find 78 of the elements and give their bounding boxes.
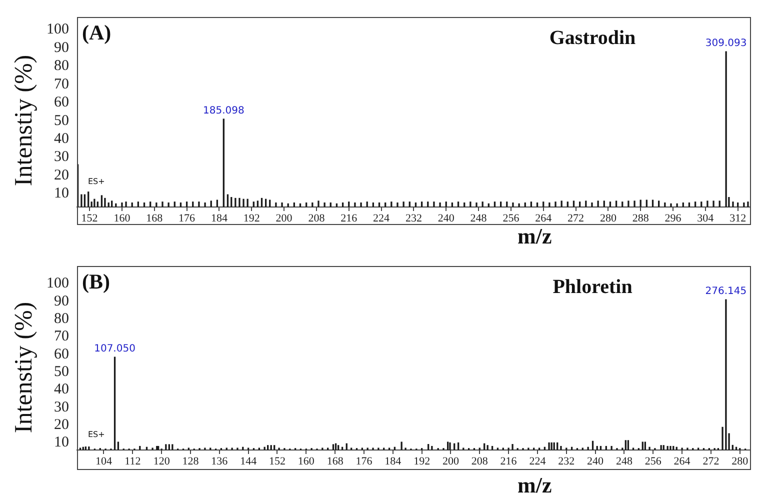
x-tick-label: 248 <box>470 212 488 224</box>
annotation: 185.098 <box>202 106 244 117</box>
y-tick-label: 70 <box>54 328 69 345</box>
x-tick-label: 240 <box>587 455 604 468</box>
y-tick-label: 40 <box>54 130 69 147</box>
y-tick-label: 100 <box>46 22 69 38</box>
y-tick-label: 20 <box>54 417 69 434</box>
x-tick-label: 168 <box>146 212 164 224</box>
x-tick-label: 104 <box>95 455 112 468</box>
x-tick-label: 304 <box>697 212 714 224</box>
x-tick-label: 208 <box>471 455 488 468</box>
y-tick-label: 30 <box>54 149 69 166</box>
x-tick-label: 264 <box>674 455 691 468</box>
annotation: 309.093 <box>705 38 747 50</box>
x-tick-label: 128 <box>182 455 200 468</box>
x-tick-label: 184 <box>384 455 402 468</box>
x-tick-label: 160 <box>298 455 315 468</box>
x-tick-label: 216 <box>340 212 358 224</box>
y-tick-label: 60 <box>54 94 69 111</box>
y-tick-label: 20 <box>54 167 69 184</box>
chart-title: (B) <box>82 269 110 294</box>
y-tick-label: 100 <box>46 276 69 292</box>
x-axis-title: m/z <box>518 224 552 249</box>
x-tick-label: 256 <box>502 212 520 224</box>
x-tick-label: 120 <box>153 455 170 468</box>
y-tick-label: 80 <box>54 58 69 74</box>
y-axis-title: Intenstiy (%) <box>10 302 38 434</box>
y-tick-label: 90 <box>54 293 69 310</box>
x-tick-label: 160 <box>114 212 131 224</box>
annotation: 107.050 <box>94 344 136 355</box>
text: Gastrodin <box>549 27 636 50</box>
y-tick-label: 60 <box>54 346 69 362</box>
x-tick-label: 264 <box>535 212 552 224</box>
x-tick-label: 200 <box>276 212 293 224</box>
x-tick-label: 176 <box>178 212 196 224</box>
x-tick-label: 280 <box>732 455 749 468</box>
x-tick-label: 224 <box>529 455 546 468</box>
y-tick-label: 40 <box>54 382 69 398</box>
x-tick-label: 224 <box>373 212 390 224</box>
annotation: ES+ <box>88 177 105 186</box>
x-tick-label: 248 <box>616 455 633 468</box>
y-tick-label: 70 <box>54 76 69 92</box>
y-tick-label: 50 <box>54 364 69 380</box>
y-tick-label: 90 <box>54 40 69 56</box>
x-tick-label: 216 <box>500 455 518 468</box>
x-tick-label: 144 <box>240 455 258 468</box>
x-tick-label: 184 <box>210 212 228 224</box>
x-tick-label: 296 <box>664 212 682 224</box>
x-tick-label: 312 <box>730 212 746 224</box>
x-tick-label: 176 <box>356 455 373 468</box>
text: Phloretin <box>552 276 632 298</box>
chart-title: (A) <box>82 20 112 44</box>
x-tick-label: 192 <box>414 455 430 468</box>
x-tick-label: 288 <box>632 212 650 224</box>
x-tick-label: 232 <box>558 455 575 468</box>
y-tick-label: 80 <box>54 310 69 327</box>
x-tick-label: 240 <box>438 212 455 224</box>
y-tick-label: 30 <box>54 399 69 416</box>
x-tick-label: 232 <box>405 212 422 224</box>
x-tick-label: 280 <box>600 212 617 224</box>
x-tick-label: 112 <box>124 455 141 468</box>
x-tick-label: 256 <box>644 455 662 468</box>
y-tick-label: 10 <box>54 186 69 202</box>
x-tick-label: 272 <box>568 212 584 224</box>
annotation: ES+ <box>88 430 105 440</box>
x-tick-label: 168 <box>326 455 344 468</box>
annotation: 276.145 <box>705 286 747 298</box>
x-tick-label: 152 <box>268 455 286 468</box>
x-tick-label: 192 <box>243 212 260 224</box>
x-tick-label: 208 <box>308 212 326 224</box>
x-tick-label: 152 <box>81 212 98 224</box>
x-axis-title: m/z <box>518 472 552 498</box>
x-tick-label: 272 <box>702 455 720 468</box>
y-axis-title: Intenstiy (%) <box>10 54 38 186</box>
x-tick-label: 136 <box>211 455 228 468</box>
y-tick-label: 50 <box>54 112 69 129</box>
y-tick-label: 10 <box>54 434 69 451</box>
x-tick-label: 200 <box>442 455 460 468</box>
